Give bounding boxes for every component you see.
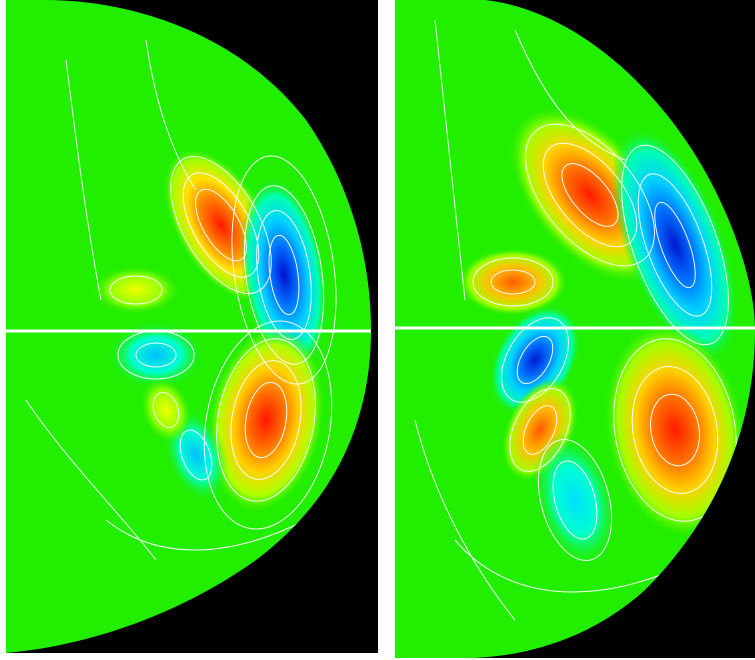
left-contour-plot — [6, 0, 371, 653]
left-extremum-yellow — [91, 265, 181, 315]
left-contour-panel — [6, 0, 378, 653]
right-contour-plot — [395, 0, 755, 658]
right-extremum-red-lower — [603, 320, 747, 540]
right-extremum-cyan-lower — [532, 431, 618, 569]
right-contour-panel — [395, 0, 755, 658]
left-contour-lines — [25, 39, 337, 561]
left-extremum-cyan — [106, 320, 206, 390]
right-contour-lines — [414, 19, 737, 621]
left-extremum-red-lower — [206, 325, 326, 515]
right-extremum-blue-upper — [611, 126, 739, 364]
left-extremum-yellow-lower — [139, 376, 193, 444]
